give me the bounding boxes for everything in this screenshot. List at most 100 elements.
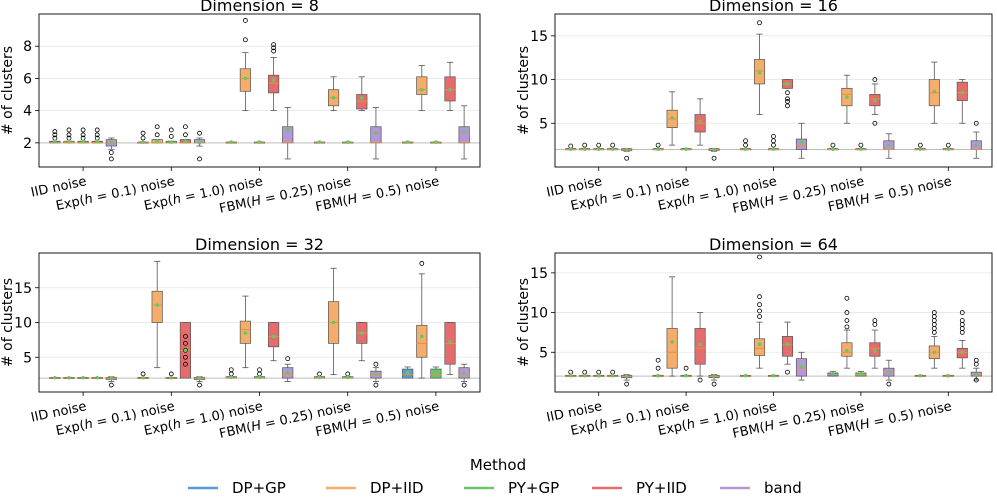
box-dp-iid: [928, 310, 940, 369]
box-py-gp: [680, 147, 692, 151]
mean-marker: [317, 140, 322, 144]
outlier-point: [743, 142, 748, 148]
outlier-point: [345, 371, 351, 377]
box-band: [970, 357, 982, 383]
outlier-point: [785, 369, 790, 375]
box-dp-iid: [928, 61, 940, 124]
box-py-iid: [869, 77, 881, 126]
outlier-point: [271, 45, 277, 51]
box-py-iid: [781, 321, 794, 375]
outlier-point: [743, 138, 748, 144]
outlier-point: [624, 381, 630, 387]
mean-marker: [345, 375, 350, 380]
mean-marker: [670, 340, 674, 344]
outlier-point: [931, 330, 937, 335]
panel-title: Dimension = 16: [709, 0, 838, 15]
box-py-iid: [869, 318, 881, 369]
mean-marker: [771, 147, 776, 151]
mean-marker: [197, 376, 202, 380]
box-band: [105, 376, 117, 388]
mean-marker: [95, 375, 100, 380]
box-py-iid: [179, 124, 191, 144]
box-band: [193, 130, 206, 162]
mean-marker: [67, 375, 71, 380]
outlier-point: [373, 382, 379, 388]
outlier-point: [582, 369, 588, 375]
mean-marker: [462, 129, 466, 134]
outlier-point: [711, 155, 717, 161]
box-py-gp: [342, 140, 354, 144]
outlier-point: [610, 142, 616, 148]
box-band: [621, 147, 633, 161]
box-dp-gp: [740, 373, 752, 378]
mean-marker: [67, 139, 71, 144]
y-tick-label: 15: [530, 29, 548, 45]
box-band: [795, 351, 807, 381]
mean-marker: [873, 348, 877, 353]
box-py-gp: [165, 127, 177, 144]
box-dp-gp: [225, 140, 237, 144]
outlier-point: [757, 308, 762, 314]
box-band: [105, 137, 117, 162]
mean-marker: [610, 147, 615, 151]
box-py-gp: [430, 366, 442, 379]
mean-marker: [448, 87, 452, 92]
outlier-point: [785, 103, 790, 109]
box-dp-gp: [652, 357, 664, 378]
legend-entry-py-iid: PY+IID: [592, 479, 687, 497]
mean-marker: [918, 147, 923, 151]
box-dp-gp: [402, 366, 414, 379]
mean-marker: [405, 370, 410, 375]
outlier-point: [596, 142, 602, 148]
outlier-point: [830, 142, 836, 148]
mean-marker: [960, 90, 965, 95]
box-py-gp: [680, 365, 692, 378]
mean-marker: [81, 375, 85, 380]
outlier-point: [183, 333, 188, 339]
mean-marker: [974, 372, 979, 377]
outlier-point: [697, 377, 703, 383]
mean-marker: [568, 147, 573, 151]
outlier-point: [872, 77, 878, 82]
outlier-point: [94, 132, 100, 138]
box-py-iid: [91, 375, 103, 380]
mean-marker: [960, 350, 965, 355]
outlier-point: [858, 142, 864, 148]
box-band: [708, 374, 720, 387]
outlier-point: [108, 156, 114, 162]
outlier-point: [872, 120, 878, 126]
box-py-iid: [268, 322, 280, 362]
outlier-point: [757, 302, 762, 308]
box-py-gp: [165, 371, 177, 380]
outlier-point: [872, 318, 878, 323]
outlier-point: [757, 20, 762, 26]
outlier-point: [959, 318, 965, 323]
outlier-point: [52, 129, 58, 134]
mean-marker: [698, 119, 702, 124]
legend-label-py-iid: PY+IID: [636, 479, 687, 497]
mean-marker: [757, 70, 762, 75]
outlier-point: [610, 369, 616, 375]
legend-entry-py-gp: PY+GP: [464, 479, 559, 497]
box-band: [458, 363, 470, 388]
plot-frame: [554, 13, 993, 168]
box-py-iid: [781, 79, 794, 109]
mean-marker: [831, 147, 835, 151]
outlier-point: [757, 314, 762, 319]
box-dp-iid: [579, 142, 591, 151]
box-dp-gp: [914, 373, 926, 378]
mean-marker: [271, 78, 276, 82]
mean-marker: [684, 147, 688, 151]
outlier-point: [197, 130, 202, 136]
outlier-point: [183, 124, 188, 130]
mean-marker: [859, 147, 863, 151]
y-tick-label: 10: [14, 316, 32, 332]
y-axis-label: # of clusters: [0, 278, 16, 367]
y-axis-label: # of clusters: [516, 46, 532, 135]
box-py-iid: [444, 322, 456, 376]
box-py-gp: [430, 140, 442, 144]
outlier-point: [197, 382, 202, 388]
mean-marker: [799, 364, 804, 369]
panel-title: Dimension = 8: [200, 0, 319, 15]
